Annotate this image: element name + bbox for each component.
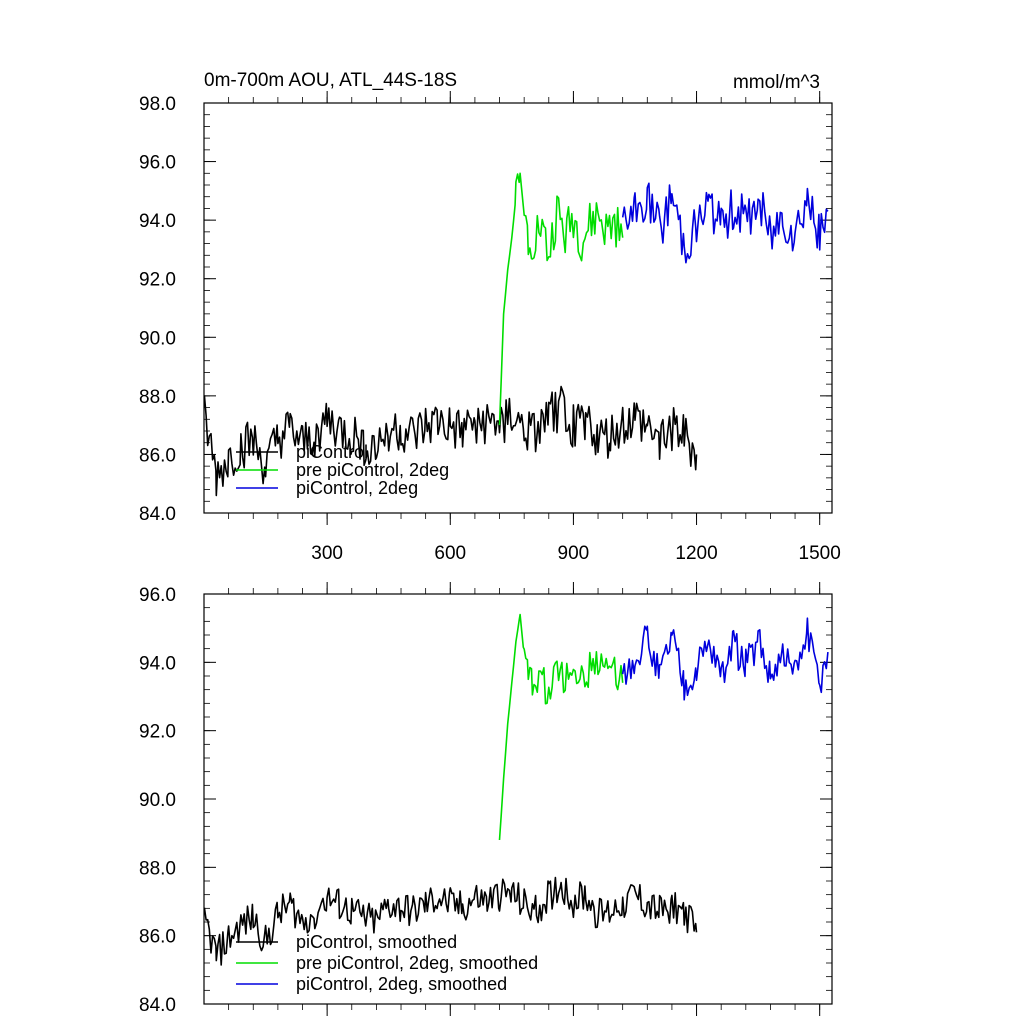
y-tick-label: 86.0 xyxy=(139,927,176,948)
series-line-2 xyxy=(498,613,624,841)
chart-title: 0m-700m AOU, ATL_44S-18S xyxy=(204,70,457,91)
legend-label: piControl, smoothed xyxy=(296,932,457,952)
y-tick-label: 84.0 xyxy=(139,995,176,1016)
x-tick-label: 600 xyxy=(434,543,466,564)
series-line-2 xyxy=(498,172,624,426)
legend-label: piControl, 2deg xyxy=(296,478,418,498)
chart-panel-1: 84.0 86.0 88.0 90.0 92.0 94.0 96.0 98.0 300 600 90… xyxy=(139,70,841,564)
legend-label: piControl, 2deg, smoothed xyxy=(296,974,507,994)
y-tick-label: 90.0 xyxy=(139,790,176,811)
chart-panel-2: 84.0 86.0 88.0 90.0 92.0 94.0 96.0 piControl, s… xyxy=(139,582,833,1016)
series-line-1 xyxy=(203,385,698,497)
y-tick-label: 92.0 xyxy=(139,722,176,743)
x-tick-label: 300 xyxy=(311,543,343,564)
y-tick-label: 84.0 xyxy=(139,504,176,525)
series-line-3 xyxy=(621,617,829,701)
legend-label: pre piControl, 2deg xyxy=(296,460,449,480)
y-tick-label: 96.0 xyxy=(139,153,176,174)
y-tick-label: 96.0 xyxy=(139,585,176,606)
x-tick-label: 900 xyxy=(558,543,590,564)
units-label: mmol/m^3 xyxy=(733,72,820,93)
y-tick-label: 86.0 xyxy=(139,445,176,466)
legend-label: piControl xyxy=(296,442,368,462)
y-tick-label: 90.0 xyxy=(139,328,176,349)
y-tick-label: 92.0 xyxy=(139,270,176,291)
legend-label: pre piControl, 2deg, smoothed xyxy=(296,953,538,973)
series-line-1 xyxy=(203,876,698,966)
y-tick-label: 94.0 xyxy=(139,211,176,232)
y-tick-label: 94.0 xyxy=(139,653,176,674)
plot-frame xyxy=(203,102,833,514)
x-tick-label: 1200 xyxy=(675,543,717,564)
y-tick-label: 88.0 xyxy=(139,858,176,879)
series-line-3 xyxy=(621,182,829,264)
y-tick-label: 88.0 xyxy=(139,387,176,408)
y-tick-label: 98.0 xyxy=(139,94,176,115)
x-tick-label: 1500 xyxy=(799,543,841,564)
